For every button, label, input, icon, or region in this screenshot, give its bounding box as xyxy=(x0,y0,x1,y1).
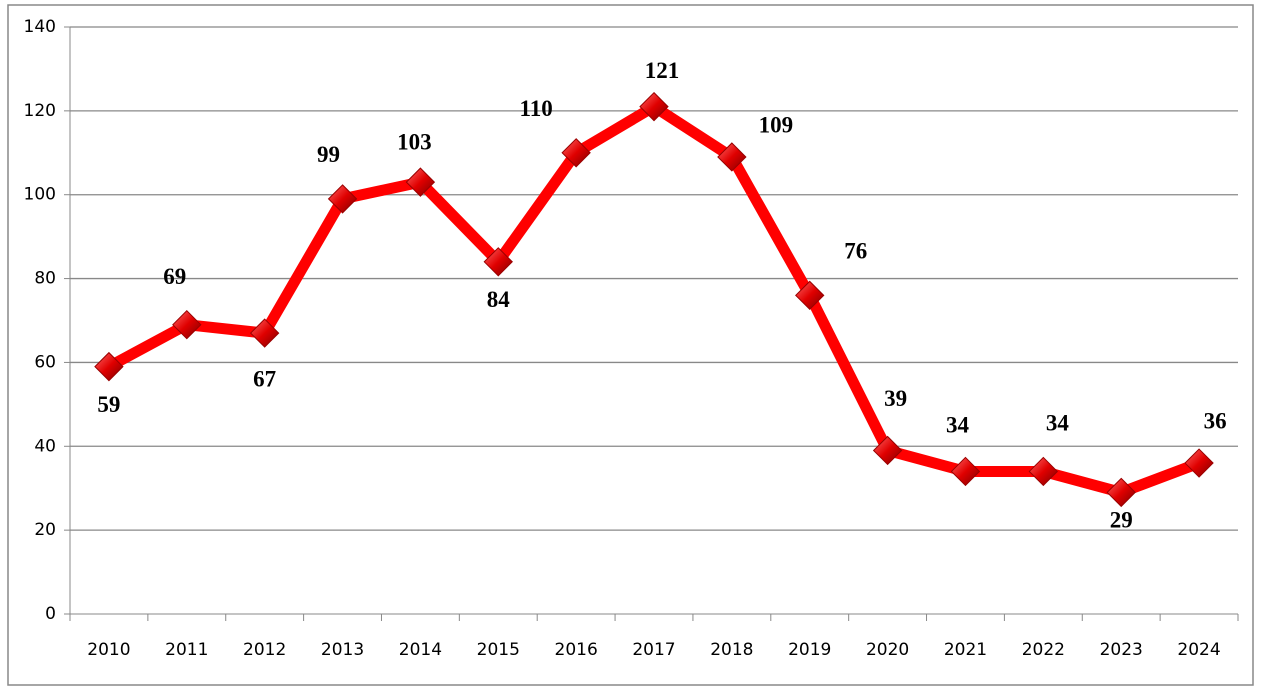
x-tick-label: 2017 xyxy=(632,640,675,660)
data-label: 36 xyxy=(1204,408,1227,433)
y-tick-label: 140 xyxy=(24,17,56,37)
x-tick-label: 2023 xyxy=(1100,640,1143,660)
data-label: 110 xyxy=(520,96,553,121)
data-label: 59 xyxy=(97,392,120,417)
y-tick-label: 120 xyxy=(24,101,56,121)
x-tick-label: 2019 xyxy=(788,640,831,660)
marker xyxy=(872,435,903,466)
data-label: 34 xyxy=(946,413,970,438)
marker xyxy=(717,142,747,172)
x-tick-label: 2016 xyxy=(555,640,598,660)
marker xyxy=(1184,448,1214,478)
marker xyxy=(327,184,358,214)
x-tick-label: 2021 xyxy=(944,640,987,660)
marker xyxy=(795,280,825,311)
data-label: 121 xyxy=(645,58,680,83)
marker xyxy=(483,247,513,277)
data-label: 29 xyxy=(1110,508,1133,533)
y-tick-label: 40 xyxy=(34,436,56,456)
marker xyxy=(94,351,124,382)
y-tick-label: 80 xyxy=(34,269,56,289)
y-tick-label: 20 xyxy=(34,520,56,540)
x-tick-label: 2015 xyxy=(477,640,520,660)
chart-border xyxy=(7,4,1254,686)
x-tick-label: 2011 xyxy=(165,640,208,660)
marker xyxy=(950,456,981,487)
data-label: 34 xyxy=(1046,411,1070,436)
x-tick-label: 2013 xyxy=(321,640,364,660)
y-tick-label: 0 xyxy=(45,604,56,624)
x-tick-label: 2012 xyxy=(243,640,286,660)
data-label: 109 xyxy=(759,112,794,137)
data-label: 67 xyxy=(253,366,276,391)
x-tick-label: 2024 xyxy=(1177,640,1220,660)
x-tick-label: 2018 xyxy=(710,640,753,660)
x-tick-label: 2010 xyxy=(87,640,130,660)
marker xyxy=(249,318,280,348)
x-tick-label: 2022 xyxy=(1022,640,1065,660)
data-label: 84 xyxy=(487,287,511,312)
x-tick-label: 2014 xyxy=(399,640,442,660)
data-label: 99 xyxy=(317,142,340,167)
data-label: 39 xyxy=(884,386,907,411)
marker xyxy=(1106,477,1136,508)
data-label: 103 xyxy=(397,129,432,154)
y-tick-label: 60 xyxy=(34,352,56,372)
data-label: 76 xyxy=(844,239,867,264)
x-tick-label: 2020 xyxy=(866,640,909,660)
data-label: 69 xyxy=(163,264,186,289)
marker xyxy=(639,91,669,122)
marker xyxy=(405,167,436,197)
y-tick-label: 100 xyxy=(24,185,56,205)
marker xyxy=(1028,456,1059,487)
marker xyxy=(561,138,591,168)
marker xyxy=(172,309,202,340)
